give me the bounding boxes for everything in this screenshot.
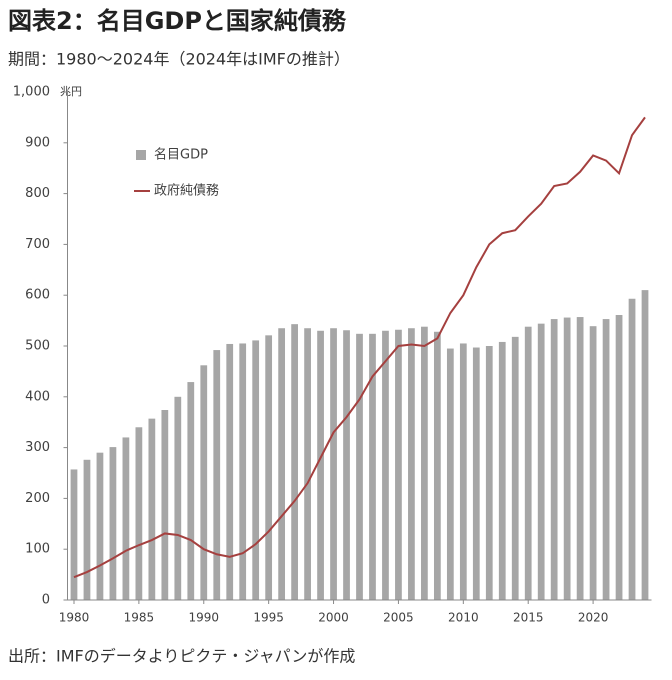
bar [291,324,298,600]
x-tick-label: 2000 [318,611,349,625]
bar [161,410,169,600]
bar [382,330,389,600]
bar [576,317,584,600]
bar [317,330,324,600]
x-tick-label: 2015 [513,611,544,625]
bar [265,335,273,600]
x-tick-label: 1990 [188,611,219,625]
bar [70,469,78,600]
x-tick-label: 1985 [124,611,155,625]
y-tick-label: 800 [25,186,50,201]
bar [343,330,350,600]
x-tick-label: 2010 [448,611,479,625]
bar [330,328,337,600]
y-tick-label: 400 [25,389,50,404]
bar [433,331,441,600]
legend-label: 名目GDP [154,147,208,163]
bar [200,365,208,600]
x-tick-label: 1995 [253,611,284,625]
bar [524,326,532,600]
y-tick-label: 300 [25,440,50,455]
x-tick-label: 2020 [578,611,609,625]
bar [498,341,506,600]
legend-label: 政府純債務 [154,184,219,199]
bar [537,323,545,600]
y-tick-label: 500 [25,339,50,354]
y-tick-label: 200 [25,491,50,506]
bar [213,350,221,600]
bar [187,382,195,600]
bar [589,326,597,600]
bar [472,347,480,600]
y-tick-label: 0 [42,593,50,608]
bar [239,343,247,600]
legend-swatch [136,150,146,160]
x-tick-label: 1980 [59,611,90,625]
bar [408,328,415,600]
bar [421,326,428,600]
bar [511,336,519,600]
line [73,116,646,579]
bar [369,333,376,600]
bar [174,396,182,600]
y-tick-label: 1,000 [13,85,50,100]
bar [602,319,610,600]
y-tick-label: 600 [25,288,50,303]
bar [641,290,649,600]
source: 出所：IMFのデータよりピクテ・ジャパンが作成 [8,647,355,666]
bar [96,452,104,600]
bar [226,343,234,600]
y-tick-label: 700 [25,237,50,252]
bar [252,340,260,600]
y-unit: 兆円 [60,85,82,98]
x-tick-label: 2005 [383,611,414,625]
bar [304,328,311,600]
bar [135,427,143,600]
y-tick-label: 100 [25,542,50,557]
bar [83,459,91,600]
bar [485,346,493,600]
bar [550,319,558,600]
bar [148,418,156,600]
bar [395,329,402,600]
bar [122,437,130,600]
bar [278,328,286,600]
bar [446,348,454,600]
bar [459,343,467,600]
y-tick-label: 900 [25,135,50,150]
bar [109,447,117,600]
bar [628,298,636,600]
bar [356,333,363,600]
bar [563,317,571,600]
chart-subtitle: 期間：1980～2024年（2024年はIMFの推計） [8,50,350,69]
chart-title: 図表2：名目GDPと国家純債務 [8,7,347,35]
bar [615,315,623,600]
